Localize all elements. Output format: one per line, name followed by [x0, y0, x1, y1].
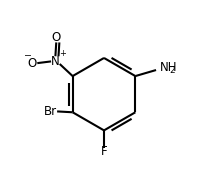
Text: O: O	[27, 57, 37, 70]
Text: O: O	[52, 31, 61, 44]
Text: +: +	[59, 49, 66, 58]
Text: F: F	[101, 145, 107, 158]
Text: NH: NH	[160, 61, 177, 74]
Text: 2: 2	[169, 66, 175, 75]
Text: Br: Br	[44, 105, 57, 118]
Text: −: −	[24, 50, 32, 59]
Text: N: N	[51, 55, 60, 68]
